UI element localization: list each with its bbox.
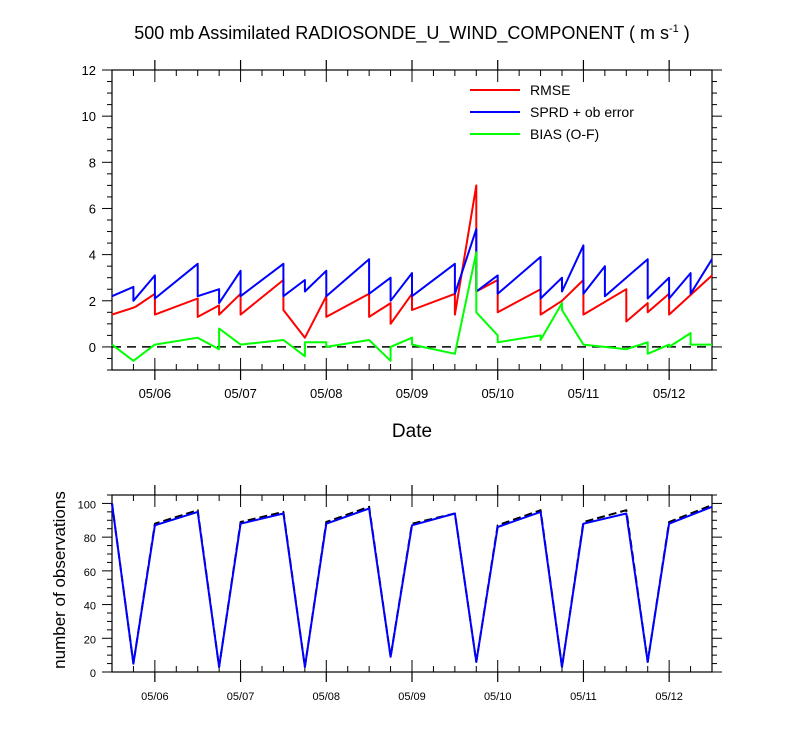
bottom-y-tick-label: 0 xyxy=(90,668,96,680)
bottom-y-tick-label: 20 xyxy=(84,634,96,646)
top-x-tick-label: 05/07 xyxy=(224,386,257,401)
top-x-tick-label: 05/11 xyxy=(568,386,600,401)
top-y-tick-label: 12 xyxy=(82,63,96,78)
top-y-tick-label: 4 xyxy=(89,248,96,263)
chart-title: 500 mb Assimilated RADIOSONDE_U_WIND_COM… xyxy=(134,23,690,44)
bottom-x-tick-label: 05/12 xyxy=(655,691,683,703)
chart-title-main: 500 mb Assimilated RADIOSONDE_U_WIND_COM… xyxy=(134,23,669,44)
bottom-x-tick-label: 05/09 xyxy=(398,691,426,703)
legend-label-bias: BIAS (O-F) xyxy=(530,126,599,142)
bottom-plot-frame xyxy=(111,494,713,673)
legend-label-sprd: SPRD + ob error xyxy=(530,104,634,120)
top-chart-panel: 05/06 05/07 05/08 05/09 05/10 05/11 05/12 0 2 4 6 8… xyxy=(82,60,722,401)
top-y-tick-label: 10 xyxy=(82,109,96,124)
chart-title-exponent: -1 xyxy=(669,23,679,35)
top-y-tick-label: 0 xyxy=(89,340,96,355)
top-x-tick-label: 05/09 xyxy=(396,386,429,401)
bottom-x-tick-label: 05/10 xyxy=(484,691,512,703)
top-series-line-rmse xyxy=(111,184,713,339)
bottom-y-tick-label: 80 xyxy=(84,533,96,545)
top-y-tick-label: 6 xyxy=(89,201,96,216)
top-y-tick-label: 8 xyxy=(89,155,96,170)
bottom-x-tick-label: 05/11 xyxy=(570,691,597,703)
bottom-y-tick-label: 60 xyxy=(84,567,96,579)
y-axis-label: number of observations xyxy=(50,491,69,669)
top-x-tick-label: 05/10 xyxy=(481,386,514,401)
bottom-y-tick-label: 100 xyxy=(78,499,96,511)
x-axis-label: Date xyxy=(392,421,432,442)
top-series-line-bias-o-f- xyxy=(111,251,712,362)
legend-label-rmse: RMSE xyxy=(530,82,570,98)
bottom-x-tick-label: 05/08 xyxy=(313,691,341,703)
top-x-tick-label: 05/08 xyxy=(310,386,343,401)
chart-title-suffix: ) xyxy=(679,23,690,43)
bottom-y-tick-label: 40 xyxy=(84,601,96,613)
top-y-tick-label: 2 xyxy=(89,294,96,309)
bottom-x-tick-label: 05/07 xyxy=(227,691,255,703)
bottom-chart-panel: 05/06 05/07 05/08 05/09 05/10 05/11 05/12 0 20 40… xyxy=(78,485,722,703)
bottom-series-line-observations-used xyxy=(111,503,713,668)
top-x-tick-label: 05/06 xyxy=(139,386,172,401)
legend: RMSE SPRD + ob error BIAS (O-F) xyxy=(470,82,634,142)
bottom-x-tick-label: 05/06 xyxy=(141,691,169,703)
top-x-tick-label: 05/12 xyxy=(653,386,686,401)
top-series-line-sprd-ob-error xyxy=(111,228,713,305)
